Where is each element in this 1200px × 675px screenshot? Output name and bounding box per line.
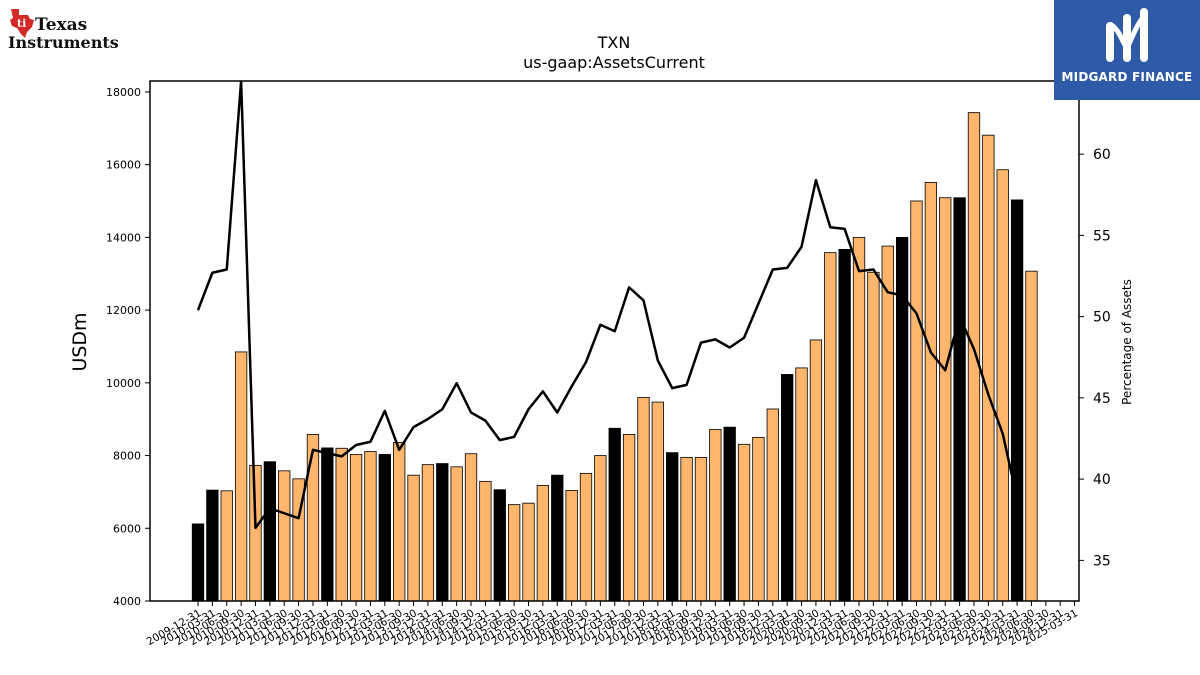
bar-2021-03-31 xyxy=(838,248,851,602)
y2-tick-label: 60 xyxy=(1093,147,1111,163)
bar-2018-03-31 xyxy=(666,452,679,602)
bar-2022-06-30 xyxy=(910,200,923,602)
bar-2010-06-30 xyxy=(220,490,233,602)
company-line2: Instruments xyxy=(8,33,119,52)
texas-instruments-logo: ti Texas Instruments xyxy=(6,6,141,56)
bar-series xyxy=(191,112,1038,602)
midgard-finance-logo: MIDGARD FINANCE xyxy=(1054,0,1200,100)
bar-2013-06-30 xyxy=(393,442,406,602)
y2-tick-label: 55 xyxy=(1093,228,1111,244)
bar-2015-03-31 xyxy=(493,489,506,602)
bar-2023-03-31 xyxy=(953,197,966,602)
y-tick-label: 4000 xyxy=(113,595,141,608)
bar-2010-09-30 xyxy=(234,351,248,602)
bar-2012-12-31 xyxy=(364,451,377,602)
bar-2013-03-31 xyxy=(378,454,391,602)
svg-text:ti: ti xyxy=(17,17,26,30)
bar-2018-12-31 xyxy=(709,428,722,602)
bar-2010-03-31 xyxy=(206,489,219,602)
bar-2023-09-30 xyxy=(982,134,995,602)
line-series xyxy=(196,81,1019,530)
bar-2017-09-30 xyxy=(637,396,650,602)
bar-2024-06-30 xyxy=(1025,270,1038,602)
plot-frame xyxy=(149,80,1080,602)
bar-2012-06-30 xyxy=(335,447,348,602)
bar-2019-06-30 xyxy=(737,443,751,602)
bar-2017-06-30 xyxy=(622,434,636,602)
ti-state-icon: ti Texas Instruments xyxy=(8,9,119,52)
bar-2010-12-31 xyxy=(249,464,262,602)
chart-title: TXN xyxy=(597,33,631,52)
bar-2013-12-31 xyxy=(421,464,435,602)
bar-2021-06-30 xyxy=(852,236,866,602)
right-axis-ticks: 35 40 45 50 55 60 xyxy=(1079,147,1111,569)
bar-2014-09-30 xyxy=(464,453,478,602)
bar-2014-12-31 xyxy=(479,480,492,602)
bar-2016-12-31 xyxy=(594,455,607,602)
bar-2015-09-30 xyxy=(522,502,535,602)
bar-2012-09-30 xyxy=(349,454,363,602)
bar-2022-03-31 xyxy=(895,236,909,602)
y-tick-label: 6000 xyxy=(113,522,141,535)
y-tick-label: 12000 xyxy=(106,304,141,317)
y-tick-label: 10000 xyxy=(106,377,141,390)
bar-2022-12-31 xyxy=(939,197,952,602)
y2-tick-label: 50 xyxy=(1093,310,1111,326)
percentage-of-assets-line xyxy=(196,81,1019,530)
bar-2014-06-30 xyxy=(450,466,463,602)
bar-2020-09-30 xyxy=(809,339,823,602)
bar-2015-06-30 xyxy=(507,504,521,602)
publisher-name: MIDGARD FINANCE xyxy=(1061,70,1193,84)
y-axis-label: USDm xyxy=(69,312,91,371)
y2-tick-label: 40 xyxy=(1093,472,1111,488)
bar-2013-09-30 xyxy=(407,474,420,602)
midgard-m-icon xyxy=(1106,8,1148,62)
bar-2020-12-31 xyxy=(824,252,837,602)
bar-2015-12-31 xyxy=(536,484,550,602)
bar-2017-03-31 xyxy=(608,427,621,602)
bar-2011-03-31 xyxy=(263,461,277,602)
bar-2023-12-31 xyxy=(996,169,1009,602)
bar-2020-06-30 xyxy=(795,367,808,602)
bar-2023-06-30 xyxy=(967,112,981,602)
bar-2021-12-31 xyxy=(881,245,894,602)
bar-2011-06-30 xyxy=(278,470,291,602)
bar-2022-09-30 xyxy=(924,182,938,602)
y-tick-label: 18000 xyxy=(106,86,141,99)
company-line1: Texas xyxy=(35,15,87,35)
y-tick-label: 8000 xyxy=(113,450,141,463)
bar-2014-03-31 xyxy=(436,463,449,602)
bar-2011-12-31 xyxy=(306,434,320,602)
chart-subtitle: us-gaap:AssetsCurrent xyxy=(523,53,705,72)
bar-2016-06-30 xyxy=(565,490,578,602)
bar-2009-12-31 xyxy=(191,523,205,602)
bar-2016-03-31 xyxy=(551,474,564,602)
bar-2024-03-31 xyxy=(1010,199,1024,602)
y-tick-label: 16000 xyxy=(106,159,141,172)
bar-2019-09-30 xyxy=(752,436,765,602)
bar-2021-09-30 xyxy=(867,271,880,602)
bar-2020-03-31 xyxy=(781,374,794,602)
y2-tick-label: 35 xyxy=(1093,553,1111,569)
x-axis-ticks: 2009-12-312010-03-312010-06-302010-09-30… xyxy=(145,601,1080,648)
left-axis-ticks: 4000 6000 8000 10000 12000 14000 16000 18000 xyxy=(106,86,150,608)
bar-2017-12-31 xyxy=(651,401,664,602)
bar-2018-06-30 xyxy=(680,456,693,602)
bar-2016-09-30 xyxy=(579,472,593,602)
y2-tick-label: 45 xyxy=(1093,391,1111,407)
y2-axis-label: Percentage of Assets xyxy=(1120,279,1134,405)
bar-2019-12-31 xyxy=(766,408,779,602)
bar-2012-03-31 xyxy=(321,447,334,602)
bar-2019-03-31 xyxy=(723,426,736,602)
y-tick-label: 14000 xyxy=(106,231,141,244)
bar-2018-09-30 xyxy=(694,456,708,602)
